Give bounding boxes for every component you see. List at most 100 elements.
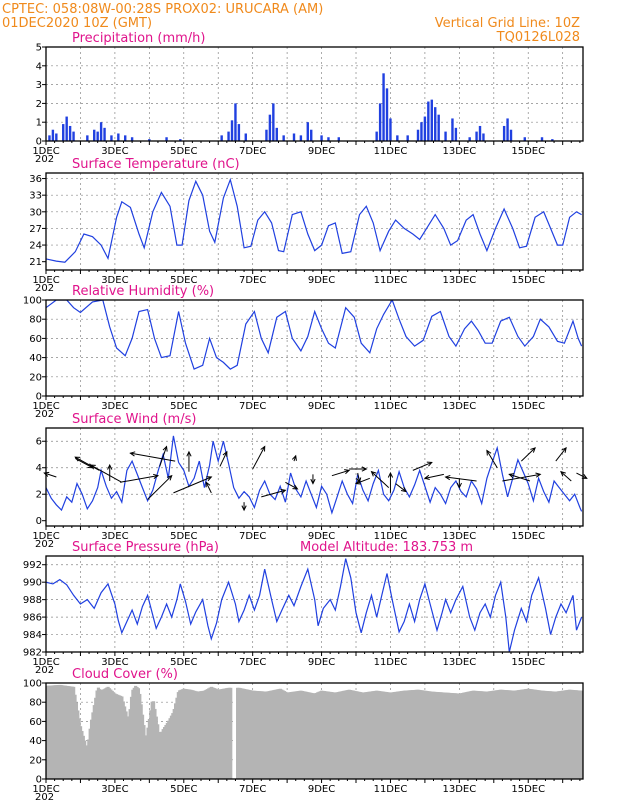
wind-vector bbox=[173, 476, 212, 494]
year-label: 202 bbox=[35, 283, 54, 294]
wind-vector-head bbox=[361, 466, 368, 472]
panel-title: Surface Temperature (nC) bbox=[72, 157, 240, 172]
x-tick-label: 5DEC bbox=[170, 784, 197, 795]
x-tick-label: 3DEC bbox=[101, 401, 128, 412]
y-tick-label: 20 bbox=[29, 372, 42, 383]
wind-vector-head bbox=[260, 445, 266, 452]
precip-bar bbox=[268, 114, 272, 141]
panel-frame bbox=[45, 427, 584, 527]
x-tick-label: 3DEC bbox=[101, 275, 128, 286]
x-tick-label: 15DEC bbox=[511, 275, 545, 286]
precip-bar bbox=[237, 124, 241, 141]
precip-bar bbox=[423, 116, 427, 141]
x-tick-label: 15DEC bbox=[511, 146, 545, 157]
y-tick-label: 27 bbox=[29, 224, 42, 235]
precip-bar bbox=[275, 127, 278, 141]
wind-vector bbox=[424, 473, 444, 479]
precip-bar bbox=[523, 137, 526, 141]
wind-vector-head bbox=[186, 450, 192, 457]
wind-vector bbox=[75, 458, 93, 469]
wind-vector bbox=[555, 447, 567, 462]
precip-bar bbox=[265, 129, 268, 141]
rh-series-line bbox=[46, 300, 583, 370]
precip-bar bbox=[306, 122, 309, 141]
x-tick-label: 7DEC bbox=[239, 275, 266, 286]
precip-bar bbox=[299, 135, 303, 141]
precip-bar bbox=[506, 118, 509, 141]
wind-vector-head bbox=[153, 473, 160, 479]
panel-title: Surface Wind (m/s) bbox=[72, 412, 196, 427]
x-tick-label: 1DEC bbox=[32, 275, 59, 286]
wind-vector-head bbox=[222, 450, 228, 457]
y-tick-label: 0 bbox=[36, 137, 42, 148]
precip-bar bbox=[103, 127, 106, 141]
precip-bar bbox=[437, 114, 440, 141]
precip-bar bbox=[327, 137, 330, 141]
precip-bar bbox=[148, 139, 151, 141]
x-tick-label: 5DEC bbox=[170, 275, 197, 286]
panel-frame bbox=[45, 172, 584, 271]
wind-vector bbox=[159, 446, 168, 467]
x-tick-label: 13DEC bbox=[442, 146, 476, 157]
wind-vector-head bbox=[530, 447, 536, 453]
wind-vector-head bbox=[166, 474, 173, 481]
panel-title: Surface Pressure (hPa) bbox=[72, 540, 219, 555]
precip-bar bbox=[382, 73, 385, 141]
x-tick-label: 3DEC bbox=[101, 657, 128, 668]
y-tick-label: 2 bbox=[36, 490, 42, 501]
x-tick-label: 11DEC bbox=[374, 531, 408, 542]
precip-bar bbox=[502, 125, 506, 141]
wind-vector-head bbox=[486, 449, 492, 456]
wind-vector-head bbox=[280, 488, 287, 494]
x-tick-label: 13DEC bbox=[442, 657, 476, 668]
precip-bar bbox=[234, 103, 237, 141]
header-run-time: 01DEC2020 10Z (GMT) bbox=[2, 16, 152, 31]
precip-bar bbox=[389, 118, 392, 141]
year-label: 202 bbox=[35, 409, 54, 420]
wind-vector-head bbox=[129, 451, 136, 457]
x-tick-label: 1DEC bbox=[32, 531, 59, 542]
wind-vector-head bbox=[292, 484, 299, 490]
precip-bar bbox=[179, 139, 182, 141]
x-tick-label: 1DEC bbox=[32, 146, 59, 157]
panel-wind: 0 2 4 6 1DEC 3DEC 5DEC 7DEC 9DEC 11DEC 13DEC 15DEC 2… bbox=[32, 412, 588, 550]
precip-bar bbox=[96, 131, 99, 141]
y-tick-label: 0 bbox=[36, 775, 42, 786]
precip-bar bbox=[99, 122, 103, 141]
year-label: 202 bbox=[35, 154, 54, 165]
panel-rh: 0 20 40 60 80 100 1DEC 3DEC 5DEC 7DEC 9DEC 11DEC 13D… bbox=[23, 284, 584, 420]
precip-bar bbox=[124, 135, 127, 141]
precip-bar bbox=[165, 137, 168, 141]
y-tick-label: 60 bbox=[29, 334, 42, 345]
precip-bar bbox=[385, 88, 389, 141]
precip-bar bbox=[430, 99, 433, 141]
wind-vector bbox=[576, 472, 588, 479]
wind-vector bbox=[285, 481, 298, 490]
x-tick-label: 11DEC bbox=[374, 275, 408, 286]
wind-vector bbox=[147, 475, 173, 500]
cloud-bar bbox=[580, 690, 583, 779]
precip-bar bbox=[551, 139, 554, 141]
x-tick-label: 15DEC bbox=[511, 784, 545, 795]
wind-vector-head bbox=[387, 471, 394, 478]
wind-vector bbox=[412, 461, 432, 471]
precip-bar bbox=[220, 135, 223, 141]
wind-vector bbox=[502, 473, 541, 482]
y-tick-label: 80 bbox=[29, 698, 42, 709]
y-tick-label: 100 bbox=[23, 679, 42, 690]
precip-bar bbox=[375, 131, 378, 141]
wind-series-line bbox=[46, 435, 583, 515]
y-tick-label: 4 bbox=[36, 463, 42, 474]
precip-bar bbox=[65, 116, 68, 141]
precip-bar bbox=[478, 125, 482, 141]
precip-bar bbox=[272, 103, 275, 141]
panel-title: Precipitation (mm/h) bbox=[72, 31, 205, 46]
header-grid-note: Vertical Grid Line: 10Z bbox=[435, 16, 580, 31]
precip-bar bbox=[420, 122, 423, 141]
y-tick-label: 3 bbox=[36, 80, 42, 91]
x-tick-label: 1DEC bbox=[32, 657, 59, 668]
y-tick-label: 6 bbox=[36, 437, 42, 448]
x-tick-label: 1DEC bbox=[32, 401, 59, 412]
precip-bar bbox=[427, 101, 430, 141]
precip-bar bbox=[282, 135, 285, 141]
